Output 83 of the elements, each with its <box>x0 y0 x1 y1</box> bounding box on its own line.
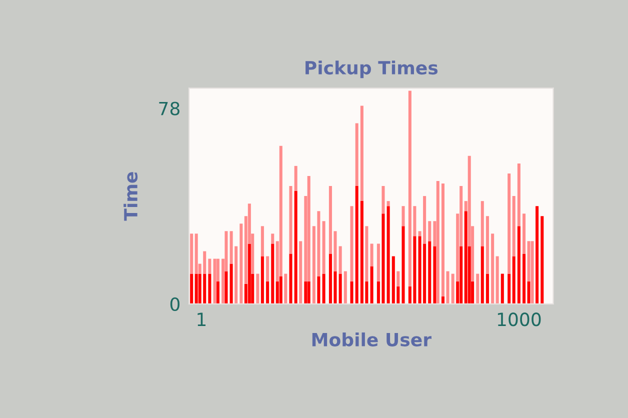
bar <box>428 241 432 304</box>
bar <box>512 256 516 304</box>
x-tick-label: 1 <box>198 312 206 326</box>
bar <box>386 206 390 304</box>
bar <box>436 180 440 304</box>
bar <box>355 186 358 304</box>
bar <box>402 226 405 304</box>
bar <box>299 241 302 304</box>
bar <box>530 241 534 304</box>
bar <box>486 274 489 304</box>
bar <box>355 123 358 186</box>
bar <box>460 246 463 304</box>
bar <box>480 201 484 246</box>
bar <box>365 226 368 282</box>
bar <box>266 256 270 282</box>
bar <box>441 296 444 304</box>
bar <box>517 226 520 304</box>
bar <box>271 244 274 304</box>
bar <box>289 254 292 304</box>
bar <box>317 276 320 304</box>
x-axis-title: Mobile User <box>312 332 432 346</box>
bar <box>344 271 347 304</box>
bar <box>338 274 342 304</box>
bar <box>289 186 292 254</box>
bar <box>508 274 511 304</box>
bar <box>370 244 374 266</box>
bar <box>360 106 364 202</box>
bar <box>350 281 354 304</box>
bar <box>496 256 499 304</box>
y-axis-title: Time <box>124 172 138 221</box>
bar <box>376 244 380 282</box>
y-tick-label: 0 <box>170 297 180 311</box>
bar <box>522 254 526 304</box>
bar <box>402 206 405 226</box>
bar <box>279 276 282 304</box>
bar <box>476 274 480 304</box>
bar <box>512 196 516 256</box>
bar <box>322 221 326 274</box>
bar <box>224 271 228 304</box>
x-tick-label: 1000 <box>498 312 541 326</box>
bar <box>480 246 484 304</box>
bar <box>304 281 308 304</box>
y-tick-label: 78 <box>159 102 180 116</box>
bar <box>256 274 260 304</box>
bar <box>540 216 544 304</box>
bar <box>500 274 504 304</box>
bar <box>386 201 390 206</box>
bar <box>190 274 194 304</box>
chart-title: Pickup Times <box>306 60 438 78</box>
bar <box>433 246 436 304</box>
bar <box>464 211 468 304</box>
bar <box>338 246 342 274</box>
bar <box>260 256 264 304</box>
bar <box>370 266 374 304</box>
bar <box>260 226 264 256</box>
bar <box>208 274 212 304</box>
bar <box>508 173 511 274</box>
bar <box>266 281 270 304</box>
bar <box>294 191 298 304</box>
bar <box>216 281 220 304</box>
bar <box>322 274 326 304</box>
bar <box>350 206 354 282</box>
bar <box>194 234 198 274</box>
bar <box>396 271 400 286</box>
bar <box>522 214 526 254</box>
bar <box>208 258 212 274</box>
bar <box>527 281 530 304</box>
bar <box>428 221 432 242</box>
bar <box>248 244 251 304</box>
bar <box>307 176 310 282</box>
bar <box>382 186 385 214</box>
bar <box>536 206 539 304</box>
bar <box>307 281 310 304</box>
bar <box>491 234 494 304</box>
bar <box>213 258 216 304</box>
bar <box>194 274 198 304</box>
bar <box>271 234 274 244</box>
bar <box>230 264 233 304</box>
bar <box>517 163 520 226</box>
bar <box>240 224 243 304</box>
bar <box>486 216 489 274</box>
bar <box>190 234 194 274</box>
bar <box>294 166 298 192</box>
